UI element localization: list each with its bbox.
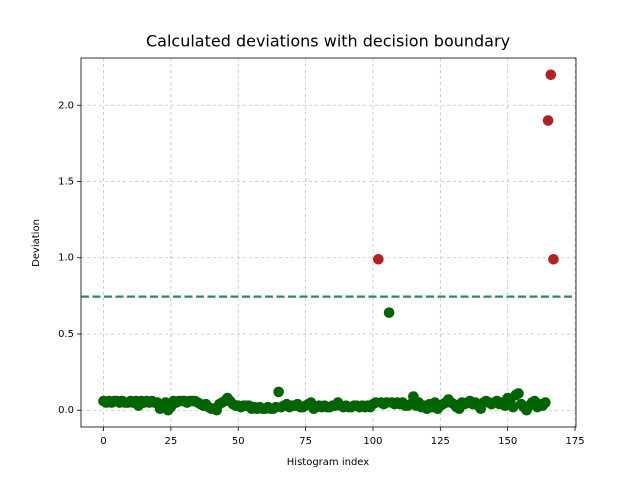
x-tick-label: 175: [566, 436, 585, 447]
y-tick-label: 2.0: [58, 100, 74, 111]
x-tick-label: 125: [431, 436, 450, 447]
scatter-point: [373, 253, 384, 265]
plot-frame: [80, 57, 577, 428]
scatter-point: [513, 388, 524, 399]
x-tick-label: 150: [498, 436, 517, 447]
y-tick-label: 0.5: [58, 329, 74, 340]
x-tick-label: 25: [164, 436, 177, 447]
scatter-point: [507, 401, 519, 413]
x-axis-label: Histogram index: [287, 457, 369, 468]
x-tick-label: 0: [100, 436, 106, 447]
scatter-point: [548, 253, 559, 265]
y-tick-label: 0.0: [58, 405, 74, 416]
scatter-point: [273, 386, 284, 398]
y-axis-label: Deviation: [31, 219, 42, 267]
y-tick-label: 1.0: [58, 253, 74, 264]
scatter-point: [542, 115, 554, 126]
x-tick-label: 50: [232, 436, 245, 447]
x-tick-label: 75: [299, 436, 312, 447]
x-tick-label: 100: [363, 436, 382, 447]
chart-title: Calculated deviations with decision boun…: [146, 32, 510, 51]
scatter-point: [540, 397, 551, 408]
y-tick-label: 1.5: [58, 177, 74, 188]
scatter-point: [545, 69, 557, 81]
scatter-point: [383, 307, 395, 318]
